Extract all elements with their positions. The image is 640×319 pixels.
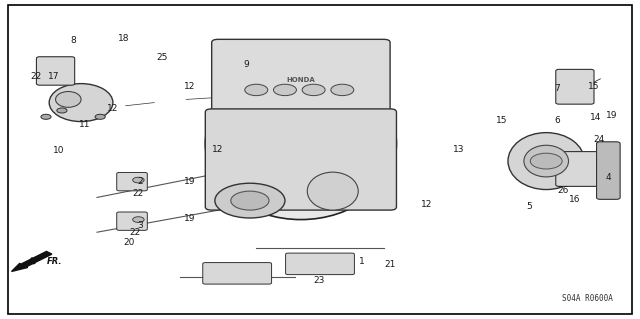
Text: 22: 22 — [129, 228, 141, 237]
Circle shape — [273, 84, 296, 96]
Text: 19: 19 — [184, 214, 195, 223]
Text: 22: 22 — [132, 189, 144, 198]
FancyBboxPatch shape — [212, 39, 390, 115]
Text: 19: 19 — [184, 176, 195, 186]
FancyBboxPatch shape — [596, 142, 620, 199]
FancyBboxPatch shape — [116, 173, 147, 191]
Text: 7: 7 — [554, 84, 560, 93]
Circle shape — [231, 191, 269, 210]
Text: 24: 24 — [593, 135, 605, 145]
Ellipse shape — [49, 84, 113, 122]
Text: 2: 2 — [138, 176, 143, 186]
Text: 26: 26 — [557, 186, 569, 195]
Circle shape — [302, 84, 325, 96]
Text: 4: 4 — [605, 173, 611, 182]
FancyBboxPatch shape — [556, 152, 600, 186]
Ellipse shape — [56, 92, 81, 107]
Text: 12: 12 — [108, 104, 118, 113]
Text: 5: 5 — [526, 203, 532, 211]
Text: 21: 21 — [385, 260, 396, 269]
Text: 12: 12 — [212, 145, 224, 154]
Ellipse shape — [307, 172, 358, 210]
Circle shape — [132, 217, 144, 222]
Text: S04A R0600A: S04A R0600A — [563, 294, 613, 303]
Text: 22: 22 — [31, 72, 42, 81]
Text: 14: 14 — [589, 113, 601, 122]
Text: 12: 12 — [184, 82, 195, 91]
Text: FR.: FR. — [47, 257, 63, 266]
Text: 15: 15 — [588, 82, 600, 91]
Ellipse shape — [524, 145, 568, 177]
Text: 3: 3 — [138, 221, 143, 230]
Text: 13: 13 — [453, 145, 465, 154]
Text: 12: 12 — [421, 200, 433, 209]
FancyBboxPatch shape — [203, 263, 271, 284]
Text: 20: 20 — [123, 238, 134, 247]
Text: 19: 19 — [606, 111, 618, 120]
Circle shape — [132, 177, 144, 183]
Circle shape — [215, 183, 285, 218]
FancyBboxPatch shape — [285, 253, 355, 275]
Text: 1: 1 — [358, 257, 364, 266]
Text: 8: 8 — [70, 36, 76, 45]
FancyBboxPatch shape — [556, 69, 594, 104]
Text: 18: 18 — [118, 34, 129, 43]
Circle shape — [41, 114, 51, 119]
Text: 17: 17 — [48, 72, 60, 81]
FancyBboxPatch shape — [205, 109, 396, 210]
Text: 16: 16 — [569, 196, 580, 204]
Text: 10: 10 — [53, 146, 65, 155]
FancyBboxPatch shape — [36, 57, 75, 85]
Text: 25: 25 — [156, 53, 168, 62]
FancyArrow shape — [12, 251, 52, 271]
Text: 6: 6 — [554, 116, 560, 125]
Text: 11: 11 — [79, 120, 90, 129]
Circle shape — [57, 108, 67, 113]
Circle shape — [245, 84, 268, 96]
Circle shape — [331, 84, 354, 96]
Ellipse shape — [205, 68, 396, 219]
Ellipse shape — [508, 133, 584, 189]
Circle shape — [95, 114, 105, 119]
Circle shape — [531, 153, 562, 169]
Text: 9: 9 — [244, 60, 250, 69]
FancyBboxPatch shape — [116, 212, 147, 230]
Text: 15: 15 — [496, 116, 508, 125]
Text: HONDA: HONDA — [287, 78, 316, 84]
Text: 23: 23 — [313, 276, 324, 285]
